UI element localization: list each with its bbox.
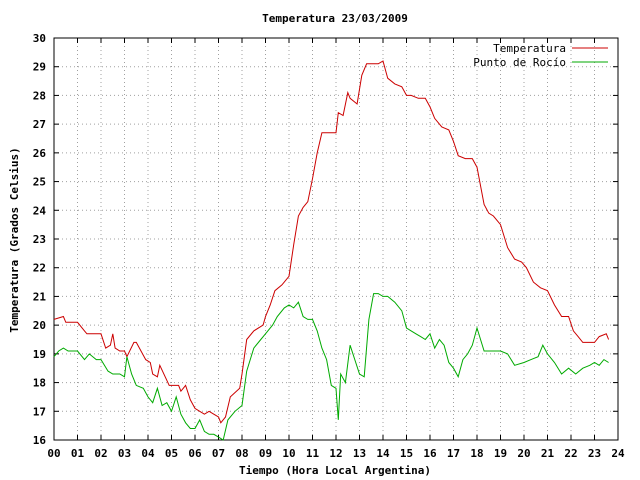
x-tick-label: 16: [423, 447, 437, 460]
x-tick-label: 22: [564, 447, 577, 460]
axis-ticks: 00 01 02 03 04 05 06 07 08 09 10 11 12 13 14 15 16 17 18 19…: [33, 32, 625, 460]
x-tick-label: 11: [306, 447, 320, 460]
x-tick-label: 00: [47, 447, 60, 460]
x-tick-label: 04: [141, 447, 155, 460]
y-tick-label: 28: [33, 89, 46, 102]
y-tick-label: 19: [33, 348, 46, 361]
x-tick-label: 13: [353, 447, 366, 460]
y-tick-label: 23: [33, 233, 46, 246]
series-line-temperatura: [53, 60, 610, 424]
x-tick-label: 09: [259, 447, 272, 460]
grid-lines: [54, 38, 618, 440]
y-tick-label: 29: [33, 61, 46, 74]
x-tick-label: 21: [541, 447, 555, 460]
x-tick-label: 10: [282, 447, 295, 460]
chart-title: Temperatura 23/03/2009: [262, 12, 408, 25]
y-tick-label: 18: [33, 377, 46, 390]
x-tick-label: 24: [611, 447, 625, 460]
x-tick-label: 14: [376, 447, 390, 460]
x-tick-label: 01: [71, 447, 85, 460]
x-tick-label: 02: [94, 447, 107, 460]
y-tick-label: 30: [33, 32, 46, 45]
x-tick-label: 17: [447, 447, 460, 460]
y-tick-label: 27: [33, 118, 46, 131]
x-axis-title: Tiempo (Hora Local Argentina): [239, 464, 431, 477]
x-tick-label: 20: [517, 447, 530, 460]
x-tick-label: 08: [235, 447, 248, 460]
x-tick-label: 06: [188, 447, 202, 460]
y-tick-label: 16: [33, 434, 47, 447]
legend-label: Temperatura: [493, 42, 566, 55]
x-tick-label: 23: [588, 447, 601, 460]
y-tick-label: 20: [33, 319, 46, 332]
y-tick-label: 26: [33, 147, 47, 160]
y-tick-label: 21: [33, 290, 47, 303]
series-layer: [53, 60, 610, 441]
x-tick-label: 12: [329, 447, 342, 460]
x-tick-label: 07: [212, 447, 225, 460]
x-tick-label: 18: [470, 447, 483, 460]
x-tick-label: 05: [165, 447, 178, 460]
legend-label: Punto de Rocío: [473, 56, 566, 69]
series-line-punto-de-rocio: [53, 293, 609, 441]
y-axis-title: Temperatura (Grados Celsius): [8, 147, 21, 332]
x-tick-label: 03: [118, 447, 131, 460]
y-tick-label: 17: [33, 405, 46, 418]
y-tick-label: 25: [33, 176, 46, 189]
x-tick-label: 19: [494, 447, 507, 460]
x-tick-label: 15: [400, 447, 413, 460]
y-tick-label: 22: [33, 262, 46, 275]
y-tick-label: 24: [33, 204, 47, 217]
